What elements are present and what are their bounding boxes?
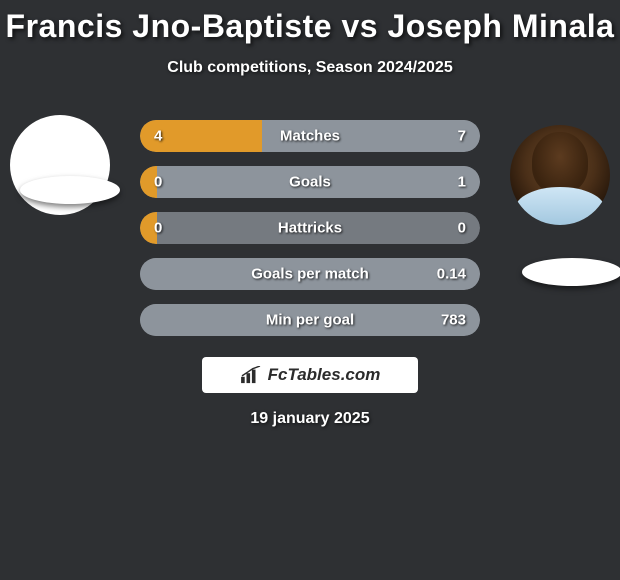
stat-label: Goals	[289, 174, 331, 191]
brand-text: FcTables.com	[268, 365, 381, 385]
stat-value-left: 0	[154, 220, 162, 237]
footer-date: 19 january 2025	[250, 410, 369, 428]
stat-label: Matches	[280, 128, 340, 145]
brand-box: FcTables.com	[202, 357, 418, 393]
player-left-badge	[20, 176, 120, 204]
stat-value-right: 0.14	[437, 266, 466, 283]
page-subtitle: Club competitions, Season 2024/2025	[0, 59, 620, 77]
player-right-badge	[522, 258, 620, 286]
stat-label: Hattricks	[278, 220, 342, 237]
stats-container: Matches 4 7 Goals 0 1 Hattricks 0 0 Goals per mat…	[140, 120, 480, 350]
player-right-photo	[510, 125, 610, 225]
stat-value-right: 783	[441, 312, 466, 329]
stat-row: Goals 0 1	[140, 166, 480, 198]
stat-label: Min per goal	[266, 312, 354, 329]
stat-value-right: 0	[458, 220, 466, 237]
stat-value-right: 7	[458, 128, 466, 145]
stat-row: Hattricks 0 0	[140, 212, 480, 244]
stat-row: Goals per match 0.14	[140, 258, 480, 290]
brand-chart-icon	[240, 366, 262, 384]
stat-value-right: 1	[458, 174, 466, 191]
stat-row: Min per goal 783	[140, 304, 480, 336]
stat-value-left: 4	[154, 128, 162, 145]
stat-value-left: 0	[154, 174, 162, 191]
stat-row: Matches 4 7	[140, 120, 480, 152]
page-title: Francis Jno-Baptiste vs Joseph Minala	[0, 0, 620, 45]
stat-label: Goals per match	[251, 266, 369, 283]
